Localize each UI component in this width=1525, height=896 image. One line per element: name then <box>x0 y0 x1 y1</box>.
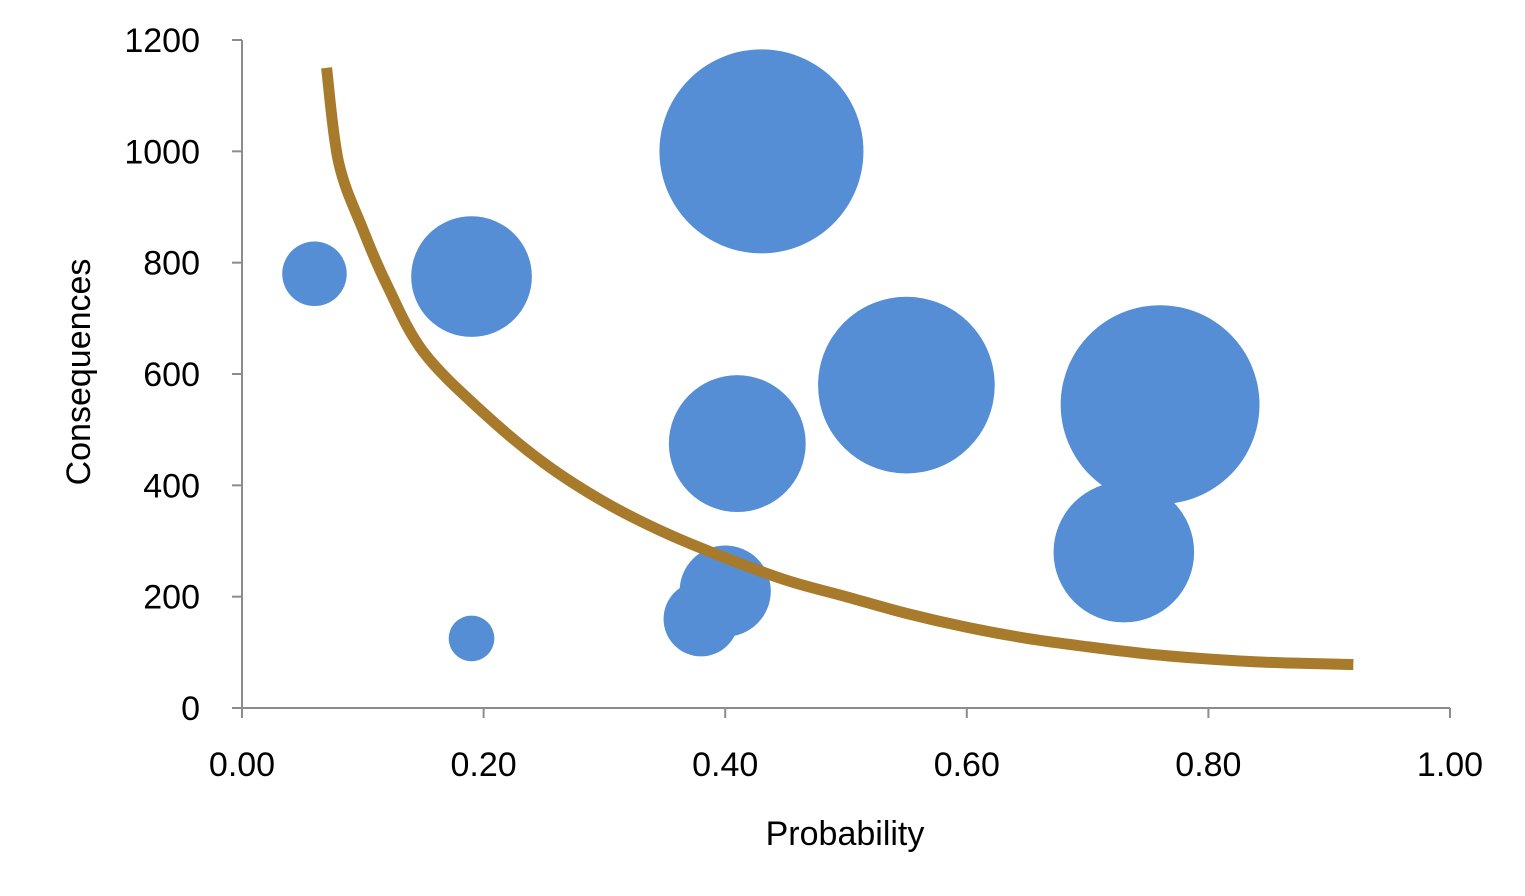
bubble-point <box>282 241 347 307</box>
bubble-point <box>448 615 495 662</box>
x-tick-label: 0.00 <box>209 746 275 784</box>
bubble-point <box>818 296 995 474</box>
bubbles-layer <box>282 49 1260 662</box>
bubble-point <box>663 581 739 657</box>
bubble-point <box>1060 305 1260 505</box>
bubble-point <box>668 375 806 513</box>
curve-layer <box>321 67 1354 671</box>
ticks-layer: 0 200 400 600 800 1000 1200 0.00 0.20 0.40 0.60 0.8… <box>124 22 1483 784</box>
y-tick-label: 200 <box>143 579 200 617</box>
y-tick-label: 600 <box>143 356 200 394</box>
x-tick-label: 0.80 <box>1175 746 1241 784</box>
y-tick-label: 800 <box>143 245 200 283</box>
bubble-point <box>411 216 532 337</box>
bubble-point <box>659 49 864 254</box>
x-tick-label: 1.00 <box>1417 746 1483 784</box>
y-axis-title: Consequences <box>60 259 98 486</box>
y-tick-label: 400 <box>143 467 200 505</box>
y-tick-label: 0 <box>181 690 200 728</box>
x-tick-label: 0.40 <box>692 746 758 784</box>
bubble-point <box>1053 481 1195 623</box>
y-tick-label: 1200 <box>124 22 200 60</box>
x-tick-label: 0.60 <box>934 746 1000 784</box>
y-tick-label: 1000 <box>124 133 200 171</box>
x-tick-label: 0.20 <box>451 746 517 784</box>
x-axis-title: Probability <box>766 815 925 853</box>
risk-threshold-curve <box>321 67 1354 671</box>
